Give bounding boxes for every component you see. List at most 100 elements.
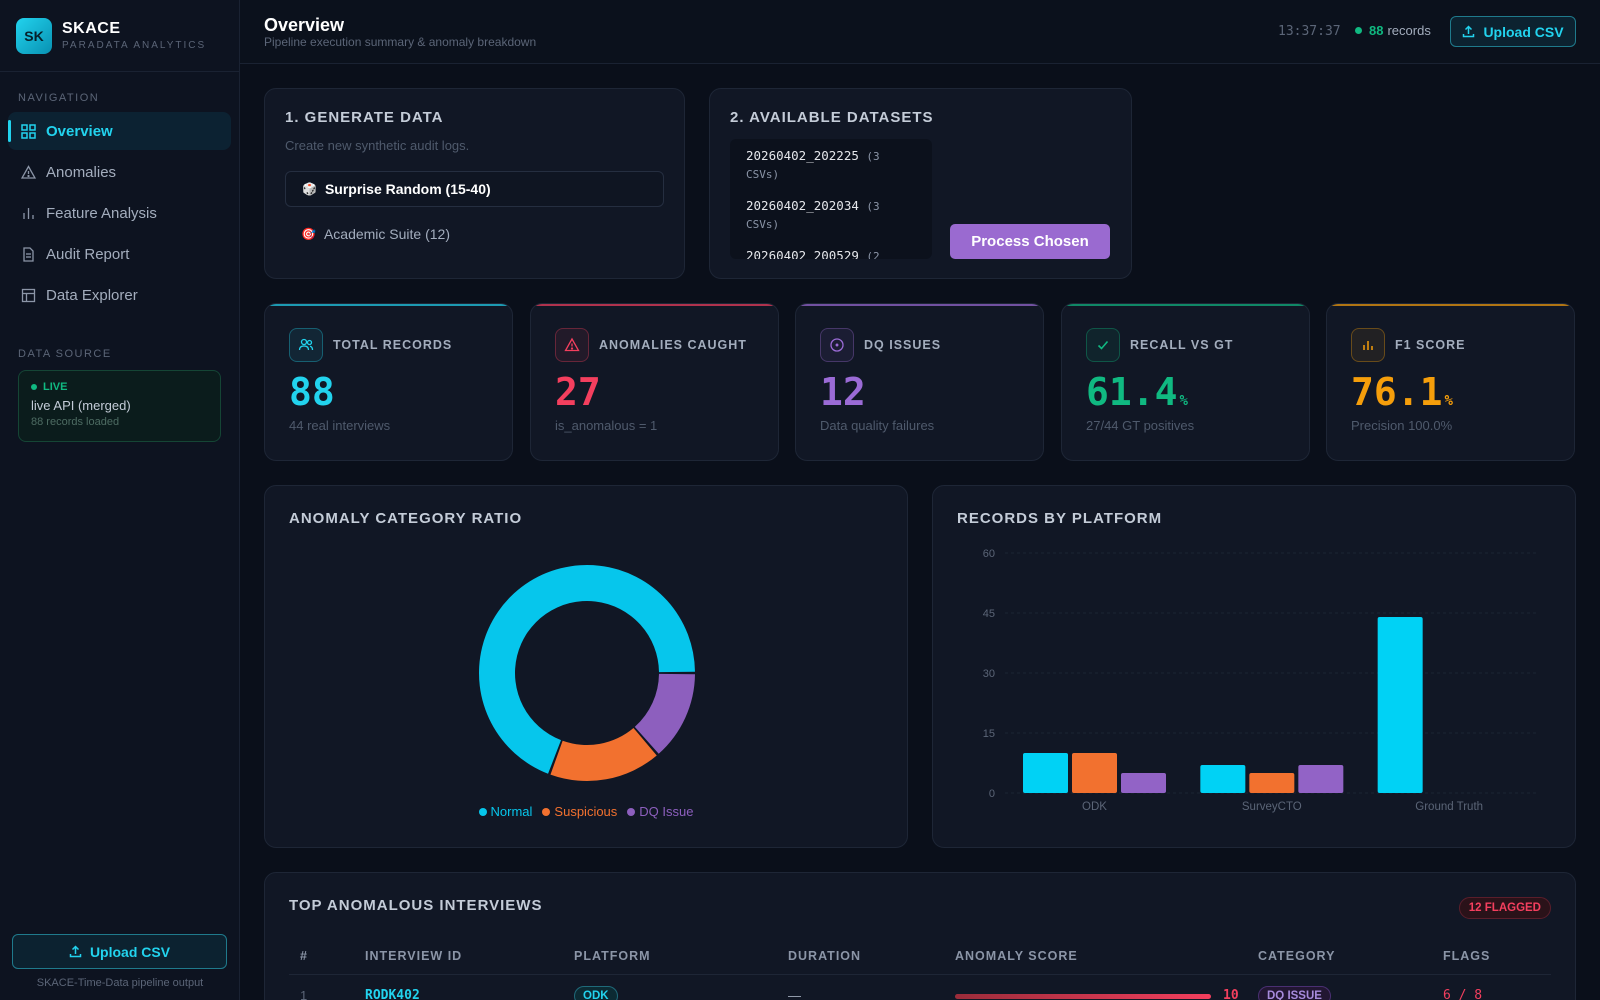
flagged-badge: 12 FLAGGED [1458,897,1551,919]
stat-label: TOTAL RECORDS [333,338,453,352]
column-header-category[interactable]: CATEGORY [1258,949,1336,963]
sidebar-item-anomalies[interactable]: Anomalies [8,153,231,191]
live-status: LIVE [43,381,68,393]
sidebar-item-audit-report[interactable]: Audit Report [8,235,231,273]
bar-odk-2[interactable] [1121,773,1166,793]
sidebar-item-label: Feature Analysis [46,204,157,222]
anomaly-category-card: ANOMALY CATEGORY RATIO Normal Suspicious… [264,485,908,848]
header-upload-label: Upload CSV [1483,23,1564,40]
legend-item-normal[interactable]: Normal [478,804,532,819]
donut-slice-normal[interactable] [479,565,695,774]
stat-value: 76.1% [1351,370,1453,414]
stat-subtitle: Precision 100.0% [1351,418,1453,433]
column-header-interview-id[interactable]: INTERVIEW ID [365,949,463,963]
stat-subtitle: is_anomalous = 1 [555,418,658,433]
surprise-random-label: Surprise Random (15-40) [324,181,491,197]
academic-suite-label: Academic Suite (12) [323,226,451,242]
surprise-random-button[interactable]: 🎲 Surprise Random (15-40) [285,171,664,207]
bar-odk-0[interactable] [1023,753,1068,793]
stat-subtitle: Data quality failures [820,418,935,433]
bar-chart: 0 15 30 45 60 ODK SurveyCTO Ground Truth [983,548,1537,813]
document-icon [20,246,36,262]
table-icon [20,287,36,303]
stat-card-f1-score: F1 SCORE 76.1% Precision 100.0% [1326,303,1575,461]
dataset-item[interactable]: 20260402_202225 (3 CSVs) [746,148,880,181]
live-status-box: LIVE live API (merged) 88 records loaded [18,370,221,442]
stat-value: 27 [555,370,601,414]
page-title: Overview [264,15,345,35]
row-category-badge: DQ ISSUE [1258,986,1331,1000]
sidebar-item-label: Overview [46,122,113,140]
process-chosen-button[interactable]: Process Chosen [950,224,1110,259]
score-fill [955,994,1211,999]
sidebar-upload-label: Upload CSV [89,943,171,960]
stat-label: RECALL VS GT [1130,338,1234,352]
x-tick-label: ODK [1082,801,1107,813]
check-icon [1086,328,1120,362]
row-platform-badge: ODK [574,986,618,1000]
grid-icon [20,123,36,139]
generate-title: 1. GENERATE DATA [285,109,444,126]
legend-item-suspicious[interactable]: Suspicious [542,804,617,819]
row-duration: — [788,988,801,1000]
stat-label: DQ ISSUES [864,338,942,352]
clock: 13:37:37 [1278,24,1341,39]
donut-legend: Normal Suspicious DQ Issue [265,804,907,819]
generate-data-card: 1. GENERATE DATA Create new synthetic au… [264,88,685,279]
row-flags: 6 / 8 [1443,988,1483,1000]
bar-surveycto-1[interactable] [1249,773,1295,793]
data-source-label: DATA SOURCE [18,348,112,360]
table-header-divider [289,974,1551,975]
dice-icon: 🎲 [302,182,317,196]
sidebar-item-feature-analysis[interactable]: Feature Analysis [8,194,231,232]
datasets-title: 2. AVAILABLE DATASETS [730,109,934,126]
sidebar-item-overview[interactable]: Overview [8,112,231,150]
y-tick-label: 45 [983,608,995,620]
sidebar-item-label: Audit Report [46,245,130,263]
row-interview-id[interactable]: RODK402 [365,988,420,1000]
bar-ground-truth-0[interactable] [1377,617,1423,793]
column-header-platform[interactable]: PLATFORM [574,949,651,963]
dataset-list[interactable]: 20260402_202225 (3 CSVs) 20260402_202034… [730,139,932,259]
bar-surveycto-0[interactable] [1200,765,1246,793]
y-tick-label: 60 [983,548,995,560]
column-header-flags[interactable]: FLAGS [1443,949,1491,963]
sidebar-item-data-explorer[interactable]: Data Explorer [8,276,231,314]
y-tick-label: 30 [983,668,995,680]
top-anomalous-card: TOP ANOMALOUS INTERVIEWS 12 FLAGGED # IN… [264,872,1576,1000]
records-by-platform-card: RECORDS BY PLATFORM 0 15 30 45 60 ODK SurveyCT… [932,485,1576,848]
sidebar-footer: SKACE-Time-Data pipeline output [36,977,204,989]
bar-chart-title: RECORDS BY PLATFORM [957,510,1163,527]
stat-card-anomalies-caught: ANOMALIES CAUGHT 27 is_anomalous = 1 [530,303,779,461]
records-label: records [1387,23,1431,38]
live-dot-icon [31,384,37,390]
column-header-duration[interactable]: DURATION [788,949,862,963]
generate-subtitle: Create new synthetic audit logs. [285,138,470,153]
stat-label: F1 SCORE [1395,338,1466,352]
bar-odk-1[interactable] [1072,753,1117,793]
dataset-item[interactable]: 20260402_202034 (3 CSVs) [746,198,880,231]
stat-value: 12 [820,370,866,414]
dataset-item[interactable]: 20260402_200529 (2 [746,248,880,259]
column-header-anomaly-score[interactable]: ANOMALY SCORE [955,949,1078,963]
legend-item-dq-issue[interactable]: DQ Issue [627,804,693,819]
column-header-rank[interactable]: # [300,949,308,963]
records-count: 88 [1369,23,1384,38]
page-subtitle: Pipeline execution summary & anomaly bre… [264,35,537,49]
sidebar-upload-button[interactable]: Upload CSV [12,934,227,969]
donut-chart [479,565,695,781]
bar-surveycto-2[interactable] [1298,765,1344,793]
nav-section-label: NAVIGATION [18,92,100,104]
upload-icon [1462,25,1475,38]
donut-slice-dq-issue[interactable] [634,673,695,754]
bar-chart-icon [20,205,36,221]
datasets-card: 2. AVAILABLE DATASETS 20260402_202225 (3… [709,88,1132,279]
brand-logo[interactable]: SK [16,17,52,54]
stat-subtitle: 27/44 GT positives [1086,418,1195,433]
y-tick-label: 15 [983,728,995,740]
donut-slice-suspicious[interactable] [550,727,657,781]
header-upload-button[interactable]: Upload CSV [1450,16,1576,47]
stat-label: ANOMALIES CAUGHT [599,338,747,352]
header: Overview Pipeline execution summary & an… [240,0,1600,64]
academic-suite-button[interactable]: 🎯 Academic Suite (12) [285,219,664,249]
